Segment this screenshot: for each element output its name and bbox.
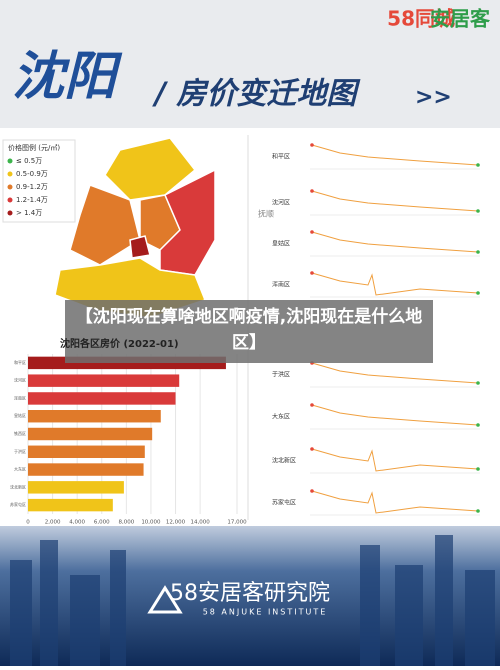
bar [28,445,145,458]
x-tick-label: 17,000 [227,520,247,526]
legend-swatch [7,158,13,164]
trend-end [476,509,480,513]
header-arrow: >> [415,85,452,110]
trend-label: 沈河区 [272,199,290,207]
bar [28,410,161,423]
logo-58: 58同城 [387,7,455,31]
header-title: 沈阳 [12,47,123,107]
trend-start [310,489,314,493]
y-tick-label: 沈河区 [14,377,26,383]
trend-label: 皇姑区 [272,240,290,248]
trend-label: 于洪区 [272,371,290,379]
bar [28,374,180,387]
legend-label: > 1.4万 [16,209,42,217]
trend-line [311,144,479,166]
y-tick-label: 浑南区 [14,394,26,400]
trend-label: 沈北新区 [272,457,296,465]
legend-label: 0.9-1.2万 [16,183,48,191]
trend-line [311,190,479,212]
trend-start [310,143,314,147]
banner: 【沈阳现在算啥地区啊疫情,沈阳现在是什么地区】 [75,307,423,353]
x-tick-label: 6,000 [94,520,110,526]
header-subtitle: / 房价变迁地图 [152,77,361,112]
trend-label: 大东区 [272,413,290,421]
x-tick-label: 14,000 [190,520,210,526]
trend-start [310,271,314,275]
y-tick-label: 于洪区 [14,448,26,454]
legend-swatch [7,171,13,177]
y-tick-label: 苏家屯区 [10,501,26,507]
legend-label: 0.5-0.9万 [16,170,48,178]
x-tick-label: 8,000 [118,520,134,526]
trend-end [476,250,480,254]
skyline [10,535,495,666]
legend-swatch [7,197,13,203]
legend-box [2,139,76,223]
trend-start [310,447,314,451]
trend-line [311,272,479,296]
trend-end [476,163,480,167]
trend-line [311,490,479,514]
trend-end [476,467,480,471]
x-tick-label: 0 [26,520,30,526]
y-tick-label: 皇姑区 [14,412,26,418]
logo-anjuke: 安居客 [430,7,491,31]
trend-line [311,362,479,384]
footer-name: 58安居客研究院 [170,581,330,606]
x-tick-label: 10,000 [141,520,161,526]
y-tick-label: 沈北新区 [10,483,26,489]
trend-start [310,403,314,407]
x-tick-label: 2,000 [45,520,61,526]
bar [28,427,153,441]
y-tick-label: 大东区 [14,466,26,472]
x-tick-label: 4,000 [69,520,85,526]
trend-label: 和平区 [272,153,290,161]
trend-label: 浑南区 [272,281,290,289]
trend-label: 苏家屯区 [272,499,296,507]
trend-end [476,381,480,385]
bar [28,498,113,512]
map-label: 抚顺 [258,209,274,219]
legend-label: ≤ 0.5万 [16,157,42,165]
trend-end [476,209,480,213]
banner-text: 【沈阳现在算啥地区啊疫情,沈阳现在是什么地区】 [75,307,423,353]
trend-end [476,423,480,427]
bar [28,392,176,405]
trend-line [311,448,479,472]
banner-box [65,300,433,363]
trend-line [311,404,479,426]
bar [28,481,124,494]
footer-logo [147,585,183,614]
footer-english: 58 ANJUKE INSTITUTE [203,608,328,617]
chart-title: 沈阳各区房价 (2022-01) [60,337,179,350]
legend-label: 1.2-1.4万 [16,196,48,204]
legend-swatch [7,210,13,216]
y-tick-label: 和平区 [14,359,26,365]
y-tick-label: 铁西区 [14,430,26,436]
x-tick-label: 12,000 [166,520,186,526]
bar [28,463,144,476]
legend-swatch [7,184,13,190]
trend-start [310,189,314,193]
trend-end [476,291,480,295]
trend-start [310,230,314,234]
trend-line [311,231,479,253]
legend-title: 价格图例 (元/㎡) [8,143,60,152]
